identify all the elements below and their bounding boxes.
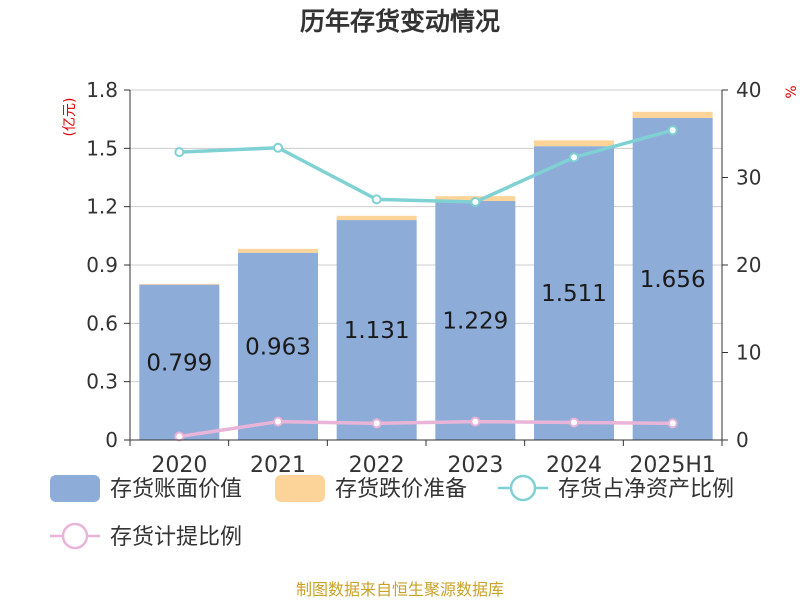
bar-book-value	[435, 201, 516, 440]
legend-label: 存货跌价准备	[335, 477, 467, 502]
bar-data-label: 0.799	[146, 350, 212, 376]
x-tick-label: 2025H1	[629, 453, 716, 478]
point-provision-ratio	[273, 416, 283, 427]
bar-book-value	[139, 284, 220, 440]
point-provision-ratio	[569, 417, 579, 428]
x-tick-label: 2023	[447, 453, 503, 478]
bar-series: 0.799 0.963 1.131 1.229 1.511 1.656	[139, 111, 713, 440]
bar-data-label: 0.963	[245, 334, 311, 360]
point-net-asset-ratio	[273, 142, 283, 153]
left-tick-label: 0.9	[86, 253, 118, 277]
legend-swatch	[275, 475, 325, 502]
bar-data-label: 1.131	[344, 318, 410, 344]
point-net-asset-ratio	[569, 152, 579, 163]
point-provision-ratio	[174, 431, 185, 442]
right-tick-label: 40	[736, 78, 761, 102]
left-tick-label: 0.3	[86, 370, 118, 394]
bar-book-value	[534, 146, 614, 440]
point-provision-ratio	[470, 416, 481, 427]
bar-data-label: 1.656	[640, 267, 706, 293]
right-tick-label: 10	[736, 341, 761, 365]
bar-impairment-reserve	[139, 283, 220, 285]
bar-impairment-reserve	[534, 140, 614, 147]
point-net-asset-ratio	[667, 125, 678, 136]
bar-data-label: 1.511	[541, 281, 607, 307]
point-net-asset-ratio	[470, 197, 481, 207]
legend-label: 存货计提比例	[110, 525, 242, 550]
right-tick-label: 0	[736, 428, 749, 452]
bar-impairment-reserve	[632, 111, 713, 118]
source-note: 制图数据来自恒生聚源数据库	[296, 580, 504, 599]
legend-label: 存货账面价值	[110, 477, 242, 502]
line-provision-ratio	[179, 419, 673, 439]
line-series	[174, 125, 678, 442]
point-net-asset-ratio	[174, 147, 185, 158]
right-axis-unit: %	[784, 85, 800, 98]
legend-swatch	[50, 475, 100, 502]
left-tick-label: 0	[105, 428, 118, 452]
bar-book-value	[238, 252, 318, 440]
axes: 0 0.3 0.6 0.9 1.2 1.5 1.8 0 10 20 30 40 2020 2021 2022…	[86, 78, 761, 478]
point-provision-ratio	[371, 418, 382, 429]
left-tick-label: 1.8	[86, 78, 118, 102]
x-tick-label: 2020	[151, 453, 207, 478]
legend-marker	[61, 522, 89, 550]
point-provision-ratio	[667, 418, 678, 429]
point-net-asset-ratio	[371, 194, 382, 205]
x-tick-label: 2024	[546, 453, 602, 478]
x-tick-label: 2021	[250, 453, 306, 478]
bar-data-label: 1.229	[442, 309, 508, 335]
bar-impairment-reserve	[238, 248, 318, 253]
bar-impairment-reserve	[336, 215, 417, 221]
x-tick-label: 2022	[349, 453, 405, 478]
left-tick-label: 0.6	[86, 311, 118, 335]
legend-marker	[509, 474, 537, 502]
bar-book-value	[632, 118, 713, 440]
right-tick-label: 30	[736, 166, 761, 190]
left-tick-label: 1.5	[86, 136, 118, 160]
line-net-asset-ratio	[179, 128, 674, 204]
chart-title: 历年存货变动情况	[300, 7, 500, 36]
left-axis-unit: (亿元)	[62, 98, 78, 137]
right-tick-label: 20	[736, 253, 761, 277]
legend-label: 存货占净资产比例	[558, 477, 734, 502]
bar-book-value	[336, 220, 417, 440]
left-tick-label: 1.2	[86, 195, 118, 219]
